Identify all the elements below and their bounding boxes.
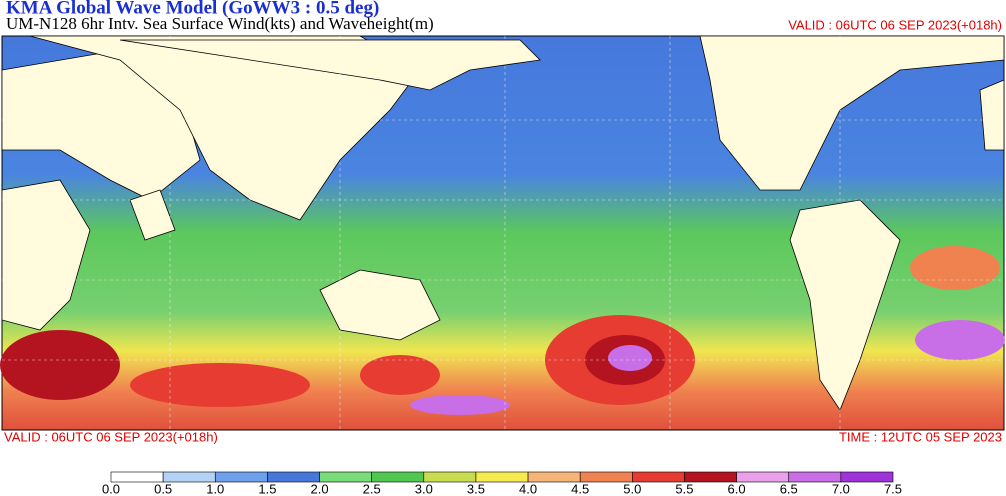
- analysis-time: TIME : 12UTC 05 SEP 2023: [839, 429, 1002, 444]
- colorbar-label: 3.5: [467, 481, 485, 496]
- colorbar-label: 5.5: [675, 481, 693, 496]
- title: KMA Global Wave Model (GoWW3 : 0.5 deg): [6, 0, 379, 18]
- colorbar-label: 5.0: [623, 481, 641, 496]
- colorbar-label: 4.5: [571, 481, 589, 496]
- colorbar-label: 4.0: [519, 481, 537, 496]
- colorbar-label: 0.5: [154, 481, 172, 496]
- valid-time-footer: VALID : 06UTC 06 SEP 2023(+018h): [4, 429, 218, 444]
- wave-map: [0, 35, 1005, 431]
- colorbar-label: 2.5: [363, 481, 381, 496]
- colorbar-label: 1.0: [206, 481, 224, 496]
- colorbar-label: 6.5: [780, 481, 798, 496]
- colorbar-box: [840, 471, 894, 483]
- colorbar: 0.0 0.5 1.0 1.5 2.0 2.5 3.0 3.5 4.0 4.5 5.0 5.5 6.0 6…: [102, 471, 902, 496]
- colorbar-label: 1.5: [258, 481, 276, 496]
- colorbar-label: 3.0: [415, 481, 433, 496]
- valid-time: VALID : 06UTC 06 SEP 2023(+018h): [788, 17, 1002, 32]
- colorbar-label: 0.0: [102, 481, 120, 496]
- colorbar-label: 7.5: [884, 481, 902, 496]
- colorbar-label: 2.0: [310, 481, 328, 496]
- colorbar-label: 7.0: [832, 481, 850, 496]
- colorbar-label: 6.0: [728, 481, 746, 496]
- subtitle: UM-N128 6hr Intv. Sea Surface Wind(kts) …: [6, 14, 434, 33]
